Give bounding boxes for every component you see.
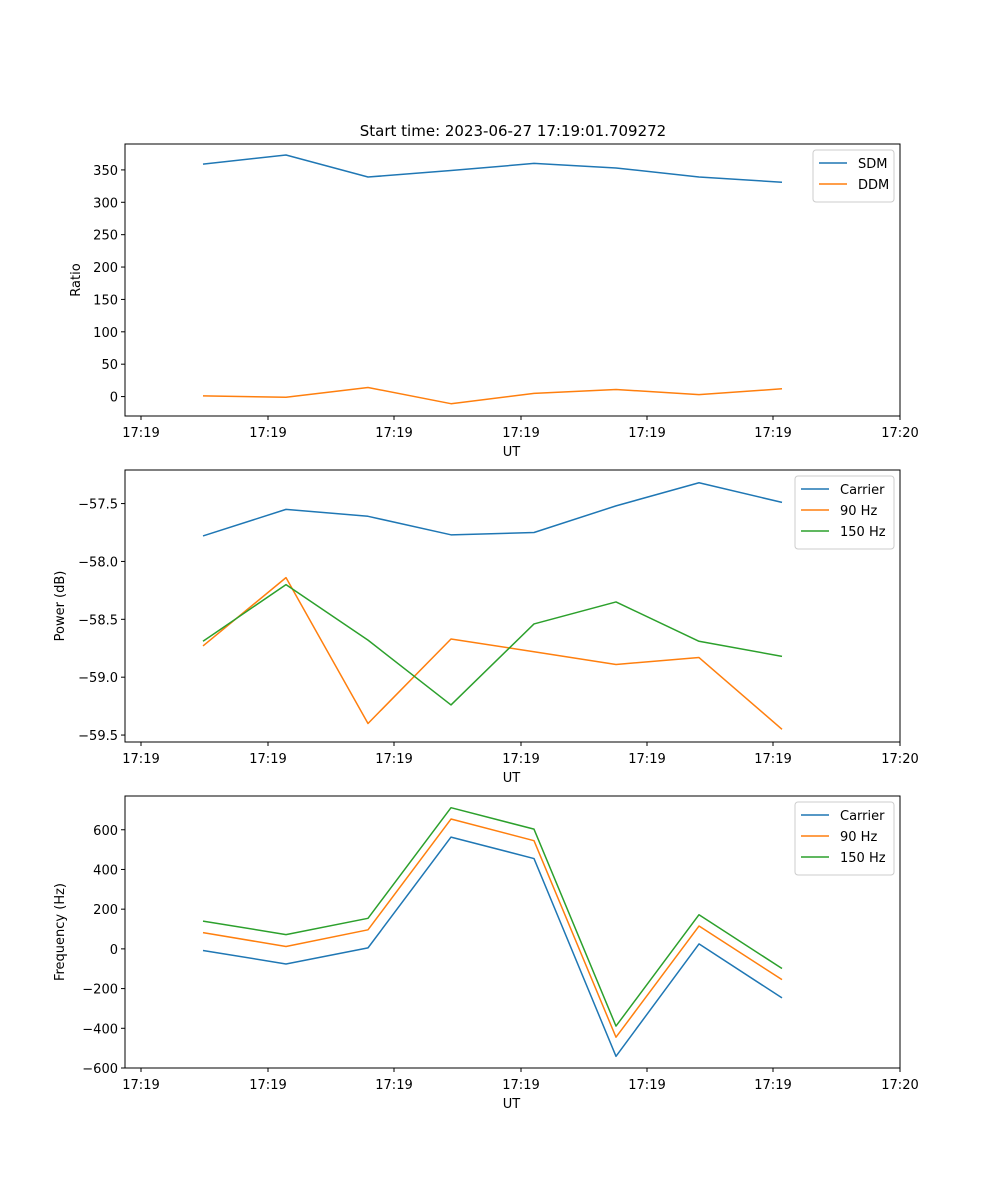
y-tick-label: 400 xyxy=(93,863,118,878)
x-tick-label: 17:19 xyxy=(375,752,412,767)
x-tick-label: 17:19 xyxy=(628,752,665,767)
y-tick-label: 50 xyxy=(101,358,118,373)
y-tick-label: 600 xyxy=(93,824,118,839)
y-tick-label: −58.5 xyxy=(78,613,118,628)
x-axis-label: UT xyxy=(503,445,521,460)
legend-label: 150 Hz xyxy=(840,525,886,540)
y-tick-label: 150 xyxy=(93,293,118,308)
chart-panel-3: 17:19 17:19 17:19 17:19 17:19 17:19 17:20 −600 −… xyxy=(53,795,919,1112)
y-tick-label: 100 xyxy=(93,326,118,341)
series-line-150-hz xyxy=(202,583,783,706)
y-axis-label: Frequency (Hz) xyxy=(53,883,68,981)
y-tick-label: −200 xyxy=(82,983,118,998)
x-axis-label: UT xyxy=(503,771,521,786)
chart-panel-2: 17:19 17:19 17:19 17:19 17:19 17:19 17:20 −59.5… xyxy=(53,469,919,786)
plot-frame xyxy=(124,469,901,743)
series-line-90-hz xyxy=(202,576,783,730)
y-tick-label: −57.5 xyxy=(78,498,118,513)
legend-label: DDM xyxy=(858,178,889,193)
y-tick-label: 350 xyxy=(93,164,118,179)
figure-title: Start time: 2023-06-27 17:19:01.709272 xyxy=(360,122,666,140)
y-axis-label: Ratio xyxy=(69,263,84,296)
legend-label: 150 Hz xyxy=(840,851,886,866)
legend-label: Carrier xyxy=(840,483,885,498)
y-tick-label: −600 xyxy=(82,1062,118,1077)
x-tick-label: 17:19 xyxy=(502,752,539,767)
x-tick-label: 17:19 xyxy=(375,1078,412,1093)
plot-frame xyxy=(124,143,901,417)
x-tick-label: 17:20 xyxy=(881,1078,918,1093)
x-tick-label: 17:19 xyxy=(122,1078,159,1093)
series-line-150-hz xyxy=(202,806,783,1027)
y-tick-label: −59.0 xyxy=(78,671,118,686)
y-tick-label: 300 xyxy=(93,196,118,211)
series-line-carrier xyxy=(202,836,783,1058)
series-line-ddm xyxy=(202,386,783,405)
y-tick-label: 0 xyxy=(110,943,118,958)
x-tick-label: 17:19 xyxy=(122,752,159,767)
chart-panel-1: 17:19 17:19 17:19 17:19 17:19 17:19 17:20 0 50 10… xyxy=(69,143,919,460)
chart-panels: 17:19 17:19 17:19 17:19 17:19 17:19 17:20 0 50 10… xyxy=(53,143,919,1112)
x-tick-label: 17:19 xyxy=(502,1078,539,1093)
x-axis-label: UT xyxy=(503,1097,521,1112)
x-tick-label: 17:19 xyxy=(754,752,791,767)
x-tick-label: 17:19 xyxy=(249,426,286,441)
plot-frame xyxy=(124,795,901,1069)
y-tick-label: −59.5 xyxy=(78,729,118,744)
legend-label: 90 Hz xyxy=(840,830,877,845)
y-tick-label: −58.0 xyxy=(78,555,118,570)
y-tick-label: 200 xyxy=(93,903,118,918)
y-axis-label: Power (dB) xyxy=(53,571,68,642)
x-tick-label: 17:19 xyxy=(249,1078,286,1093)
legend: SDM DDM xyxy=(812,149,895,203)
x-tick-label: 17:19 xyxy=(628,1078,665,1093)
x-tick-label: 17:19 xyxy=(754,426,791,441)
series-line-90-hz xyxy=(202,818,783,1038)
y-tick-label: 250 xyxy=(93,229,118,244)
legend: Carrier 90 Hz 150 Hz xyxy=(794,801,895,876)
y-tick-label: 0 xyxy=(110,391,118,406)
legend-label: Carrier xyxy=(840,809,885,824)
x-tick-label: 17:20 xyxy=(881,752,918,767)
legend-label: SDM xyxy=(858,157,887,172)
x-tick-label: 17:19 xyxy=(249,752,286,767)
y-tick-label: 200 xyxy=(93,261,118,276)
x-tick-label: 17:19 xyxy=(375,426,412,441)
x-tick-label: 17:19 xyxy=(502,426,539,441)
x-tick-label: 17:19 xyxy=(754,1078,791,1093)
x-tick-label: 17:20 xyxy=(881,426,918,441)
series-line-carrier xyxy=(202,481,783,537)
legend: Carrier 90 Hz 150 Hz xyxy=(794,475,895,550)
series-line-sdm xyxy=(202,154,783,183)
x-tick-label: 17:19 xyxy=(628,426,665,441)
y-tick-label: −400 xyxy=(82,1022,118,1037)
legend-label: 90 Hz xyxy=(840,504,877,519)
x-tick-label: 17:19 xyxy=(122,426,159,441)
